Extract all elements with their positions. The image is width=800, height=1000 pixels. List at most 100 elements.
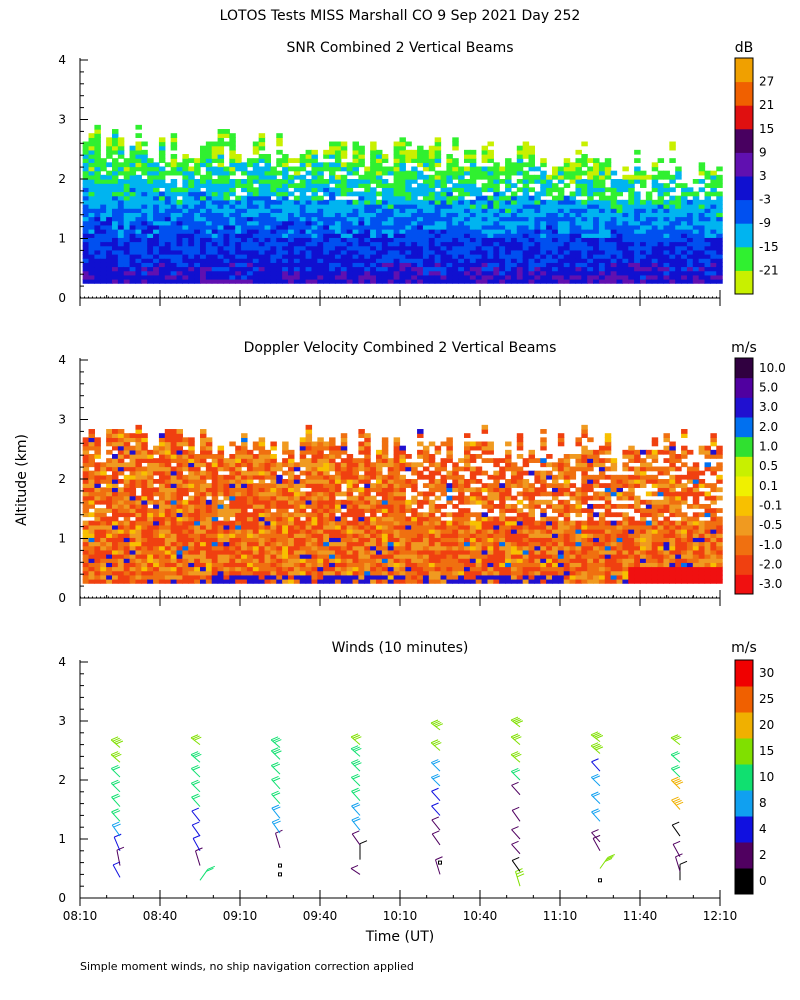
velocity-cell bbox=[381, 487, 389, 493]
velocity-cell bbox=[211, 537, 219, 543]
snr-cell bbox=[422, 253, 430, 259]
velocity-cell bbox=[129, 533, 137, 538]
snr-cell bbox=[522, 191, 530, 197]
snr-cell bbox=[575, 166, 582, 172]
velocity-cell bbox=[252, 574, 260, 580]
snr-cell bbox=[593, 212, 600, 218]
snr-cell bbox=[135, 253, 142, 259]
snr-cell bbox=[622, 179, 629, 184]
snr-cell bbox=[610, 183, 618, 188]
snr-cell bbox=[446, 195, 453, 201]
snr-cell bbox=[223, 258, 230, 263]
snr-cell bbox=[329, 270, 336, 276]
velocity-cell bbox=[358, 562, 365, 568]
snr-cell bbox=[657, 203, 665, 209]
velocity-cell bbox=[200, 433, 207, 438]
snr-cell bbox=[493, 241, 500, 247]
snr-cell bbox=[716, 249, 723, 255]
velocity-cell bbox=[370, 503, 377, 509]
snr-cell bbox=[528, 249, 535, 255]
snr-cell bbox=[399, 137, 406, 143]
snr-cell bbox=[217, 270, 225, 276]
snr-cell bbox=[241, 249, 248, 255]
snr-cell bbox=[516, 224, 524, 230]
velocity-cell bbox=[270, 499, 277, 505]
snr-cell bbox=[640, 212, 647, 218]
velocity-cell bbox=[311, 462, 318, 468]
snr-cell bbox=[411, 187, 418, 193]
velocity-cell bbox=[323, 470, 330, 476]
snr-cell bbox=[634, 274, 641, 280]
velocity-cell bbox=[176, 474, 183, 480]
velocity-cell bbox=[264, 566, 271, 572]
snr-cell bbox=[370, 158, 377, 163]
snr-cell bbox=[464, 199, 471, 205]
snr-cell bbox=[264, 274, 271, 280]
snr-cell bbox=[393, 166, 401, 172]
snr-cell bbox=[616, 266, 623, 272]
velocity-cell bbox=[317, 458, 324, 463]
snr-cell bbox=[293, 266, 301, 272]
snr-cell bbox=[686, 199, 694, 205]
snr-cell bbox=[634, 262, 641, 268]
snr-cell bbox=[434, 141, 442, 147]
snr-cell bbox=[446, 258, 453, 263]
snr-cell bbox=[229, 166, 236, 172]
snr-cell bbox=[692, 278, 700, 284]
velocity-cell bbox=[246, 566, 254, 572]
velocity-cell bbox=[141, 474, 148, 480]
snr-cell bbox=[698, 162, 706, 168]
snr-cell bbox=[475, 166, 483, 172]
snr-cell bbox=[117, 274, 125, 280]
snr-cell bbox=[293, 212, 301, 218]
snr-cell bbox=[428, 224, 436, 230]
snr-cell bbox=[241, 258, 248, 263]
snr-cell bbox=[604, 258, 612, 263]
snr-cell bbox=[364, 195, 371, 201]
snr-cell bbox=[575, 199, 582, 205]
snr-cell bbox=[94, 170, 101, 176]
velocity-cell bbox=[311, 449, 318, 455]
snr-cell bbox=[405, 258, 412, 263]
snr-cell bbox=[194, 183, 201, 188]
velocity-cell bbox=[370, 516, 377, 522]
velocity-cell bbox=[252, 528, 260, 534]
snr-cell bbox=[211, 216, 219, 222]
snr-cell bbox=[334, 166, 342, 172]
velocity-cell bbox=[217, 462, 225, 468]
snr-cell bbox=[487, 258, 494, 263]
snr-cell bbox=[469, 149, 477, 155]
snr-cell bbox=[135, 179, 142, 184]
snr-cell bbox=[246, 253, 254, 259]
snr-cell bbox=[710, 224, 717, 230]
snr-cell bbox=[182, 212, 189, 218]
velocity-cell bbox=[164, 578, 172, 584]
snr-cell bbox=[276, 228, 283, 234]
velocity-cell bbox=[170, 454, 178, 459]
snr-cell bbox=[610, 274, 618, 280]
snr-cell bbox=[581, 141, 588, 147]
velocity-cell bbox=[264, 553, 271, 559]
velocity-cell bbox=[158, 516, 166, 522]
snr-cell bbox=[135, 162, 142, 168]
snr-cell bbox=[645, 278, 653, 284]
velocity-cell bbox=[229, 503, 236, 509]
snr-cell bbox=[194, 249, 201, 255]
velocity-cell bbox=[252, 533, 260, 538]
snr-cell bbox=[563, 270, 571, 276]
snr-cell bbox=[593, 258, 600, 263]
snr-cell bbox=[358, 154, 365, 159]
snr-cell bbox=[223, 208, 230, 213]
velocity-cell bbox=[334, 462, 342, 468]
snr-cell bbox=[82, 170, 90, 176]
snr-cell bbox=[135, 183, 142, 188]
velocity-cell bbox=[323, 487, 330, 493]
velocity-cell bbox=[364, 479, 371, 484]
velocity-cell bbox=[229, 553, 236, 559]
snr-cell bbox=[651, 162, 659, 168]
snr-cell bbox=[546, 179, 553, 184]
snr-cell bbox=[94, 199, 101, 205]
velocity-cell bbox=[106, 491, 113, 497]
snr-cell bbox=[94, 187, 101, 193]
velocity-cell bbox=[387, 487, 395, 493]
